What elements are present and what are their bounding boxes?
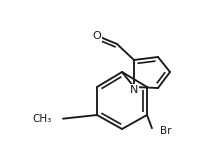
Text: N: N: [130, 85, 138, 95]
Text: Br: Br: [160, 126, 172, 136]
Text: CH₃: CH₃: [33, 114, 52, 124]
Text: O: O: [93, 31, 101, 41]
